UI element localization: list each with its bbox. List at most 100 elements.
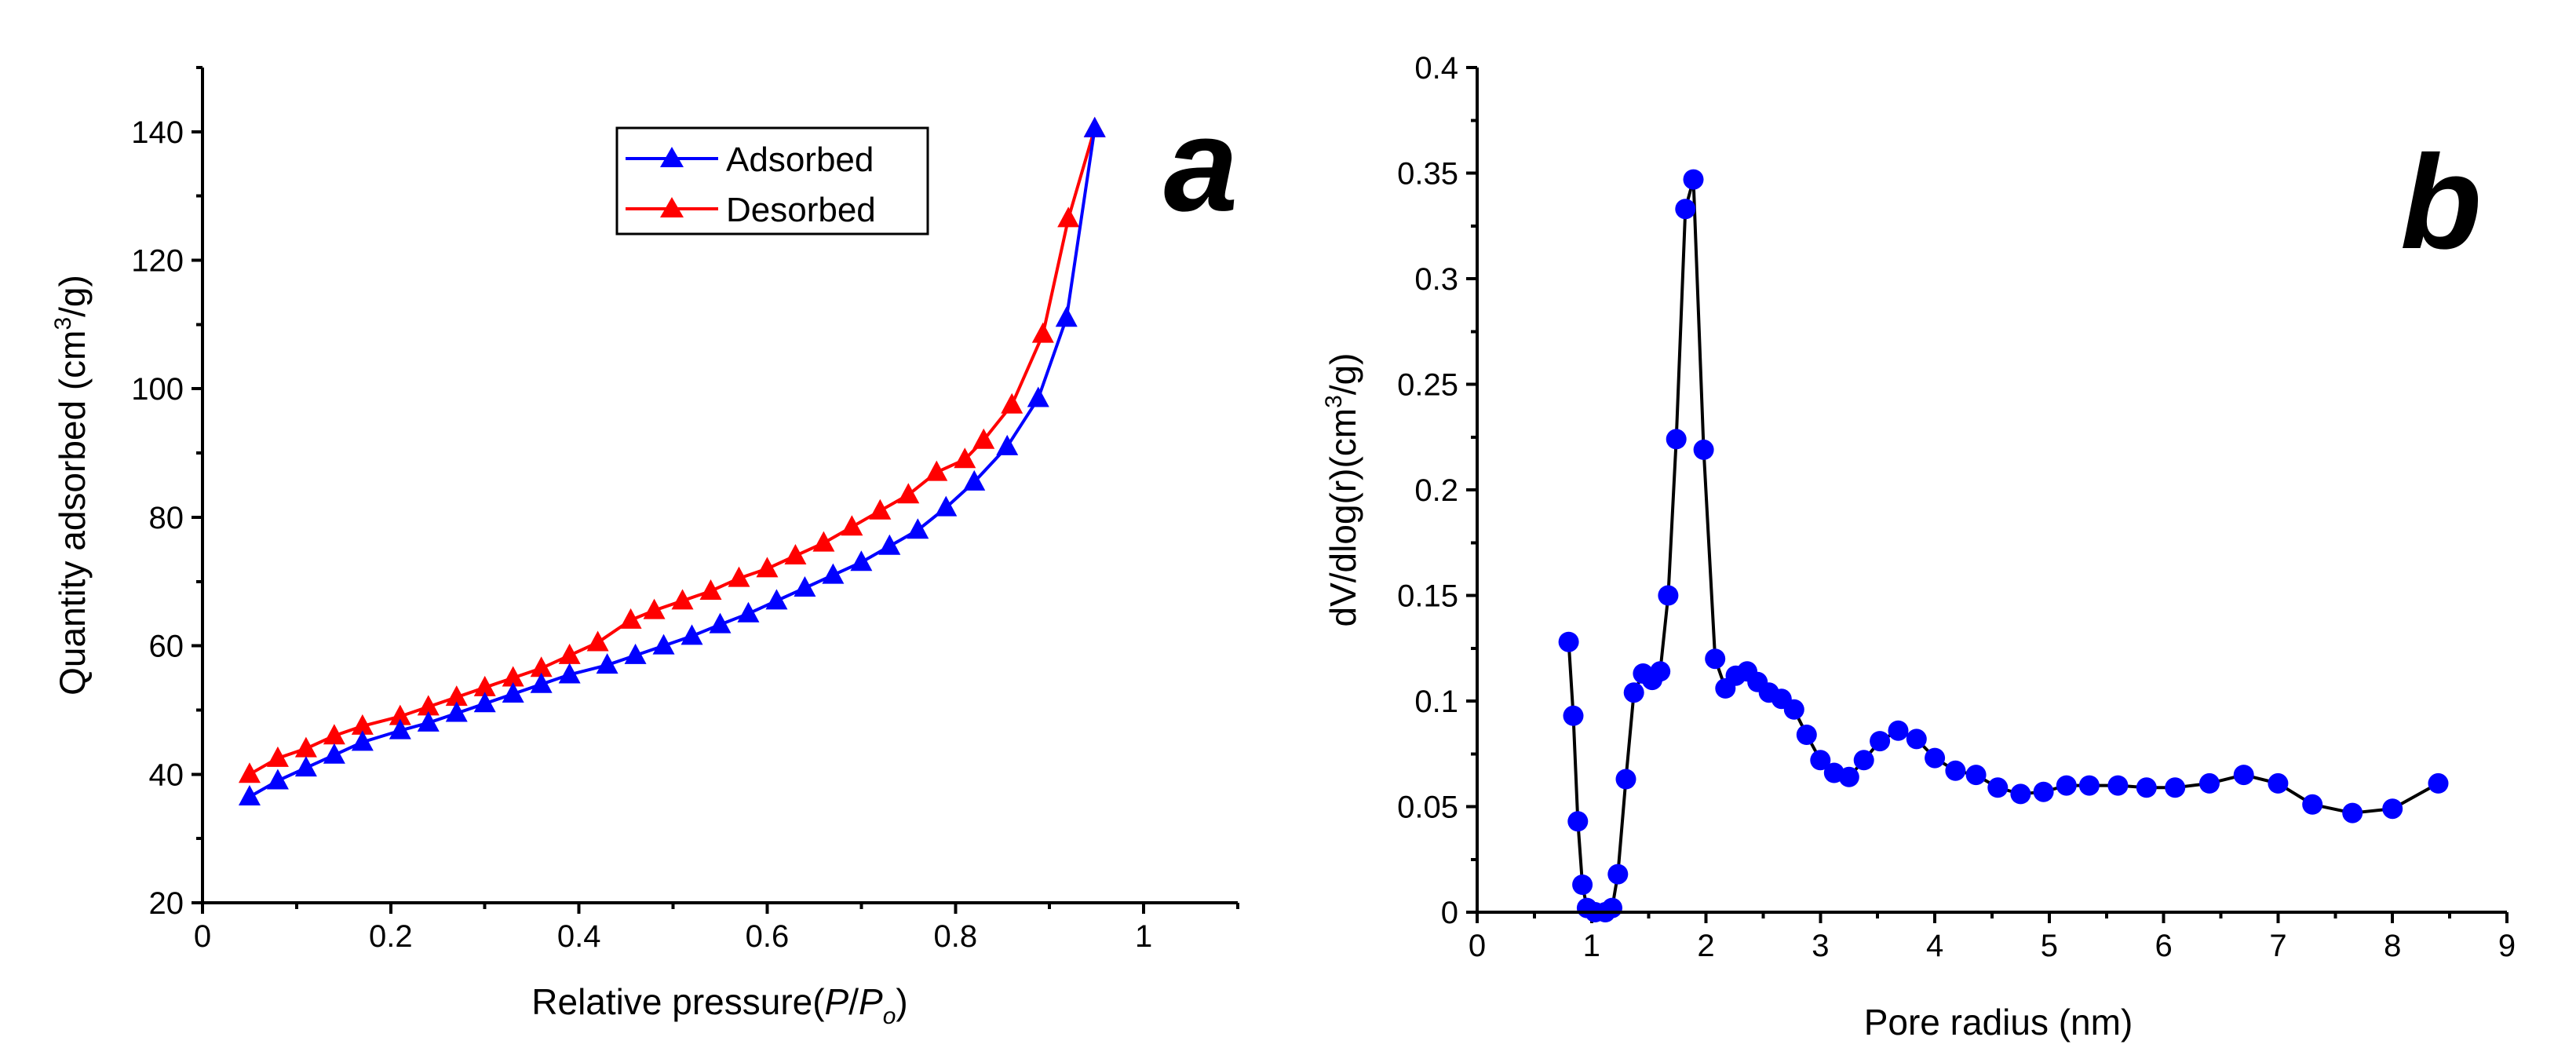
- series-pore-distribution: [1558, 169, 2449, 922]
- series-desorbed-point: [671, 589, 694, 610]
- series-adsorbed-point: [652, 634, 675, 655]
- panel-b-x-axis-title: Pore radius (nm): [1864, 1002, 2133, 1043]
- panel-a-y-tick-label: 60: [149, 630, 184, 664]
- series-pore-distribution-point: [2428, 772, 2449, 794]
- panel-a-y-tick-label: 120: [131, 244, 184, 279]
- series-desorbed-point: [728, 566, 750, 587]
- panel-b-y-tick-label: 0.3: [1414, 262, 1458, 297]
- series-pore-distribution-point: [1650, 661, 1671, 682]
- series-desorbed-point: [812, 531, 835, 552]
- series-adsorbed-point: [596, 653, 618, 674]
- series-desorbed-point: [530, 656, 553, 677]
- series-pore-distribution-point: [1705, 648, 1726, 670]
- panel-b-y-axis-title: dV/dlog(r)(cm3/g): [1321, 353, 1363, 627]
- series-pore-distribution-point: [1810, 750, 1831, 771]
- series-desorbed-point: [558, 643, 581, 664]
- series-pore-distribution-point: [2165, 777, 2186, 798]
- legend-desorbed-label: Desorbed: [726, 191, 876, 229]
- series-desorbed-point: [323, 724, 345, 745]
- series-pore-distribution-point: [2107, 775, 2129, 796]
- panel-b-y-tick-label: 0.1: [1414, 685, 1458, 719]
- series-adsorbed-point: [878, 534, 901, 555]
- panel-a-x-tick-label: 0.8: [933, 919, 977, 954]
- panel-b-y-tick-label: 0.25: [1397, 368, 1458, 403]
- legend-desorbed-marker: [660, 197, 684, 217]
- series-pore-distribution-point: [1965, 765, 1987, 786]
- series-desorbed-point: [238, 762, 261, 783]
- series-pore-distribution-point: [1888, 720, 1909, 741]
- series-pore-distribution-point: [2136, 777, 2157, 798]
- series-pore-distribution-point: [1693, 439, 1714, 460]
- series-desorbed-point: [925, 460, 948, 481]
- series-pore-distribution-point: [2233, 765, 2254, 786]
- series-desorbed-point: [1031, 322, 1054, 343]
- series-pore-distribution-point: [2342, 802, 2363, 823]
- series-pore-distribution-point: [2382, 798, 2403, 820]
- series-adsorbed-point: [765, 589, 788, 610]
- panel-a-series: [238, 116, 1106, 805]
- panel-b-y-tick-label: 0.35: [1397, 157, 1458, 192]
- panel-b-pore-size-chart: 0 1 2 3 4 5 6 7 8 900.050.10.150.20.250.30.350.4 …: [1321, 51, 2516, 1043]
- series-adsorbed-point: [351, 730, 374, 751]
- panel-b-x-tick-label: 5: [2041, 929, 2058, 963]
- series-adsorbed-point: [680, 624, 703, 645]
- series-pore-distribution-point: [1675, 199, 1696, 220]
- series-adsorbed-point: [417, 710, 440, 732]
- series-adsorbed: [238, 116, 1106, 805]
- series-desorbed-point: [699, 579, 722, 601]
- panel-b-ticks: 0 1 2 3 4 5 6 7 8 9 0 0.05 0.1 0.15 0.2 0.25 0.3 0.35 0.4: [1397, 51, 2516, 963]
- series-desorbed-point: [294, 736, 317, 758]
- panel-b-x-tick-label: 1: [1583, 929, 1600, 963]
- series-pore-distribution-point: [1666, 429, 1687, 450]
- series-adsorbed-point: [294, 756, 317, 777]
- series-desorbed: [238, 116, 1106, 783]
- series-desorbed-point: [445, 685, 468, 707]
- series-pore-distribution-point: [1658, 585, 1679, 606]
- series-adsorbed-point: [323, 743, 345, 764]
- series-adsorbed-point: [445, 701, 468, 722]
- series-desorbed-point: [784, 544, 807, 565]
- panel-a-y-tick-label: 40: [149, 758, 184, 792]
- panel-a-x-axis-title: Relative pressure(P/Po): [531, 981, 907, 1029]
- series-desorbed-point: [473, 675, 496, 696]
- series-desorbed-point: [502, 666, 524, 687]
- series-pore-distribution-point: [2199, 772, 2220, 794]
- panel-b-y-tick-label: 0: [1441, 896, 1458, 930]
- panel-a-y-tick-label: 20: [149, 886, 184, 921]
- series-adsorbed-point: [624, 643, 647, 664]
- series-pore-distribution-point: [1925, 747, 1946, 769]
- series-adsorbed-point: [907, 518, 929, 539]
- panel-b-x-tick-label: 9: [2498, 929, 2516, 963]
- series-adsorbed-point: [737, 601, 760, 623]
- series-desorbed-point: [897, 483, 920, 504]
- panel-a-legend: Adsorbed Desorbed: [615, 126, 929, 236]
- series-desorbed-point: [1057, 206, 1080, 228]
- panel-a-x-tick-label: 0: [194, 919, 211, 954]
- series-adsorbed-point: [935, 495, 958, 517]
- panel-a-y-tick-label: 100: [131, 372, 184, 407]
- series-desorbed-point: [643, 598, 666, 619]
- series-pore-distribution-point: [1683, 169, 1704, 190]
- series-pore-distribution-point: [2268, 772, 2289, 794]
- series-pore-distribution-point: [1567, 811, 1589, 832]
- series-adsorbed-point: [1055, 306, 1078, 327]
- panel-b-x-tick-label: 3: [1812, 929, 1829, 963]
- series-desorbed-point: [841, 515, 863, 536]
- series-desorbed-point: [972, 428, 995, 449]
- series-desorbed-point: [417, 695, 440, 716]
- series-desorbed-point: [619, 608, 642, 629]
- series-adsorbed-point: [473, 692, 496, 713]
- panel-a-y-axis-title: Quantity adsorbed (cm3/g): [50, 275, 93, 696]
- panel-a-x-tick-label: 0.4: [557, 919, 601, 954]
- series-adsorbed-point: [530, 672, 553, 693]
- series-pore-distribution-point: [2056, 775, 2077, 796]
- series-pore-distribution-point: [1572, 875, 1593, 895]
- panel-a-y-tick-label: 80: [149, 501, 184, 535]
- series-adsorbed-point: [502, 682, 524, 703]
- series-pore-distribution-point: [1558, 631, 1579, 652]
- panel-a-y-tick-label: 140: [131, 115, 184, 150]
- panel-a-x-tick-label: 0.6: [746, 919, 790, 954]
